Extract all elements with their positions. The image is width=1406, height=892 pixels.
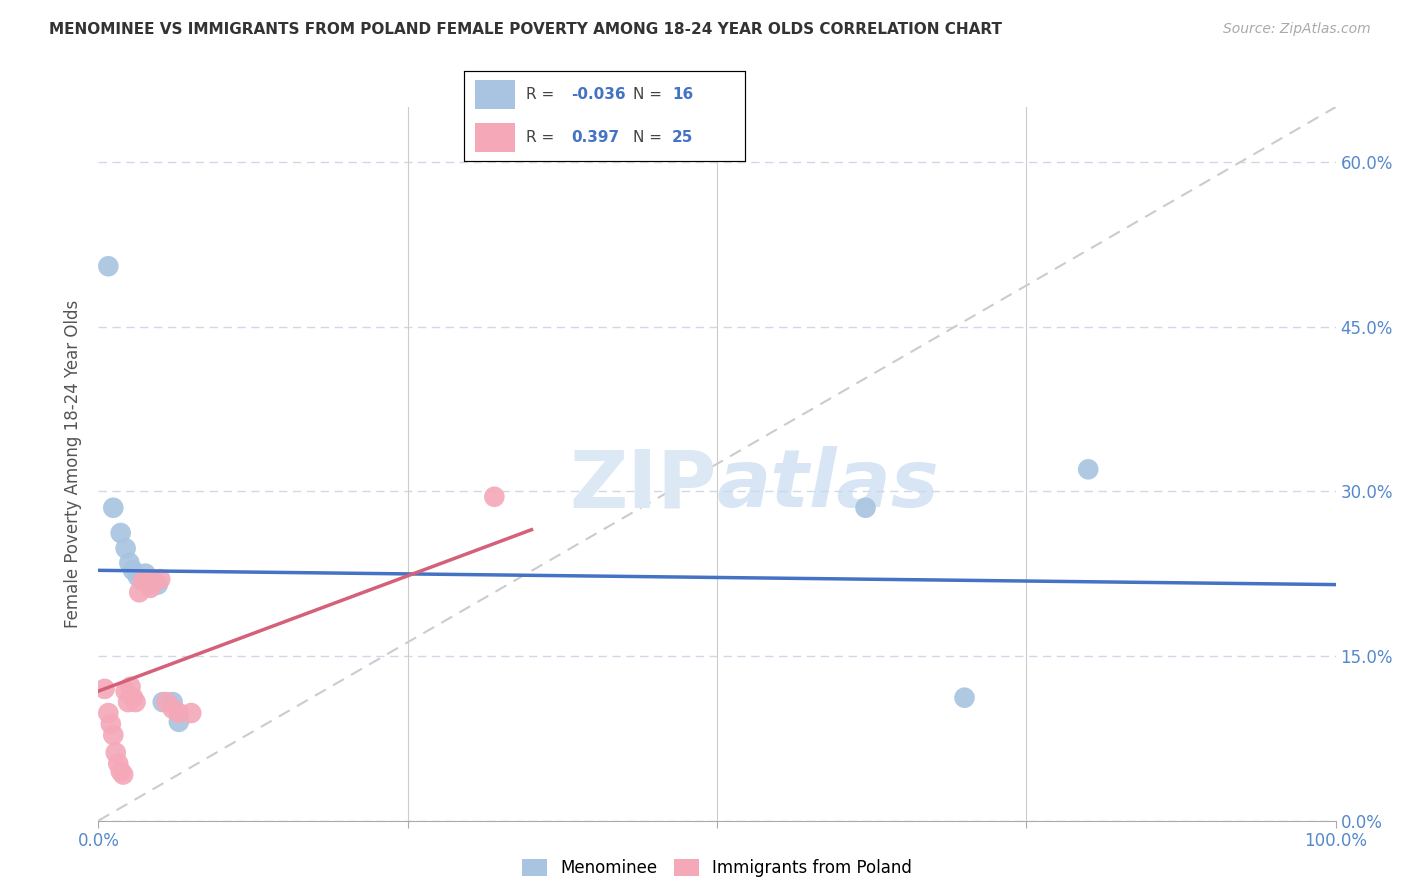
Point bbox=[97, 259, 120, 273]
Point bbox=[127, 570, 149, 584]
Point bbox=[124, 695, 146, 709]
Point bbox=[162, 695, 184, 709]
Text: Source: ZipAtlas.com: Source: ZipAtlas.com bbox=[1223, 22, 1371, 37]
Point bbox=[1077, 462, 1099, 476]
Text: R =: R = bbox=[526, 87, 560, 102]
Point bbox=[122, 690, 145, 705]
Point bbox=[139, 577, 162, 591]
Point bbox=[112, 767, 135, 781]
Legend: Menominee, Immigrants from Poland: Menominee, Immigrants from Poland bbox=[515, 852, 920, 884]
Text: -0.036: -0.036 bbox=[571, 87, 626, 102]
Point bbox=[180, 706, 202, 720]
Point bbox=[152, 695, 174, 709]
Text: atlas: atlas bbox=[717, 446, 939, 524]
Point bbox=[136, 577, 159, 591]
Point bbox=[103, 728, 125, 742]
Text: 25: 25 bbox=[672, 130, 693, 145]
Point bbox=[100, 717, 122, 731]
Point bbox=[143, 574, 166, 589]
Point bbox=[128, 585, 150, 599]
Point bbox=[953, 690, 976, 705]
Point bbox=[110, 764, 132, 779]
Point bbox=[167, 714, 190, 729]
Point bbox=[484, 490, 506, 504]
FancyBboxPatch shape bbox=[475, 123, 515, 152]
Text: 0.397: 0.397 bbox=[571, 130, 619, 145]
Point bbox=[855, 500, 877, 515]
Text: ZIP: ZIP bbox=[569, 446, 717, 524]
Point bbox=[97, 706, 120, 720]
Point bbox=[104, 746, 127, 760]
Point bbox=[134, 566, 156, 581]
Text: R =: R = bbox=[526, 130, 560, 145]
Point bbox=[103, 500, 125, 515]
FancyBboxPatch shape bbox=[475, 80, 515, 109]
Point bbox=[167, 706, 190, 720]
Text: N =: N = bbox=[633, 87, 666, 102]
Point bbox=[162, 701, 184, 715]
Point bbox=[93, 681, 115, 696]
Point bbox=[122, 563, 145, 577]
Point bbox=[134, 572, 156, 586]
Y-axis label: Female Poverty Among 18-24 Year Olds: Female Poverty Among 18-24 Year Olds bbox=[65, 300, 83, 628]
Point bbox=[120, 680, 142, 694]
Text: N =: N = bbox=[633, 130, 666, 145]
Point bbox=[139, 581, 162, 595]
Point bbox=[146, 577, 169, 591]
Text: MENOMINEE VS IMMIGRANTS FROM POLAND FEMALE POVERTY AMONG 18-24 YEAR OLDS CORRELA: MENOMINEE VS IMMIGRANTS FROM POLAND FEMA… bbox=[49, 22, 1002, 37]
Point bbox=[155, 695, 177, 709]
Point bbox=[114, 541, 136, 556]
Point bbox=[149, 572, 172, 586]
Point bbox=[107, 756, 129, 771]
Point bbox=[114, 684, 136, 698]
Point bbox=[132, 574, 155, 589]
Point bbox=[110, 526, 132, 541]
Point bbox=[118, 556, 141, 570]
Text: 16: 16 bbox=[672, 87, 693, 102]
Point bbox=[117, 695, 139, 709]
